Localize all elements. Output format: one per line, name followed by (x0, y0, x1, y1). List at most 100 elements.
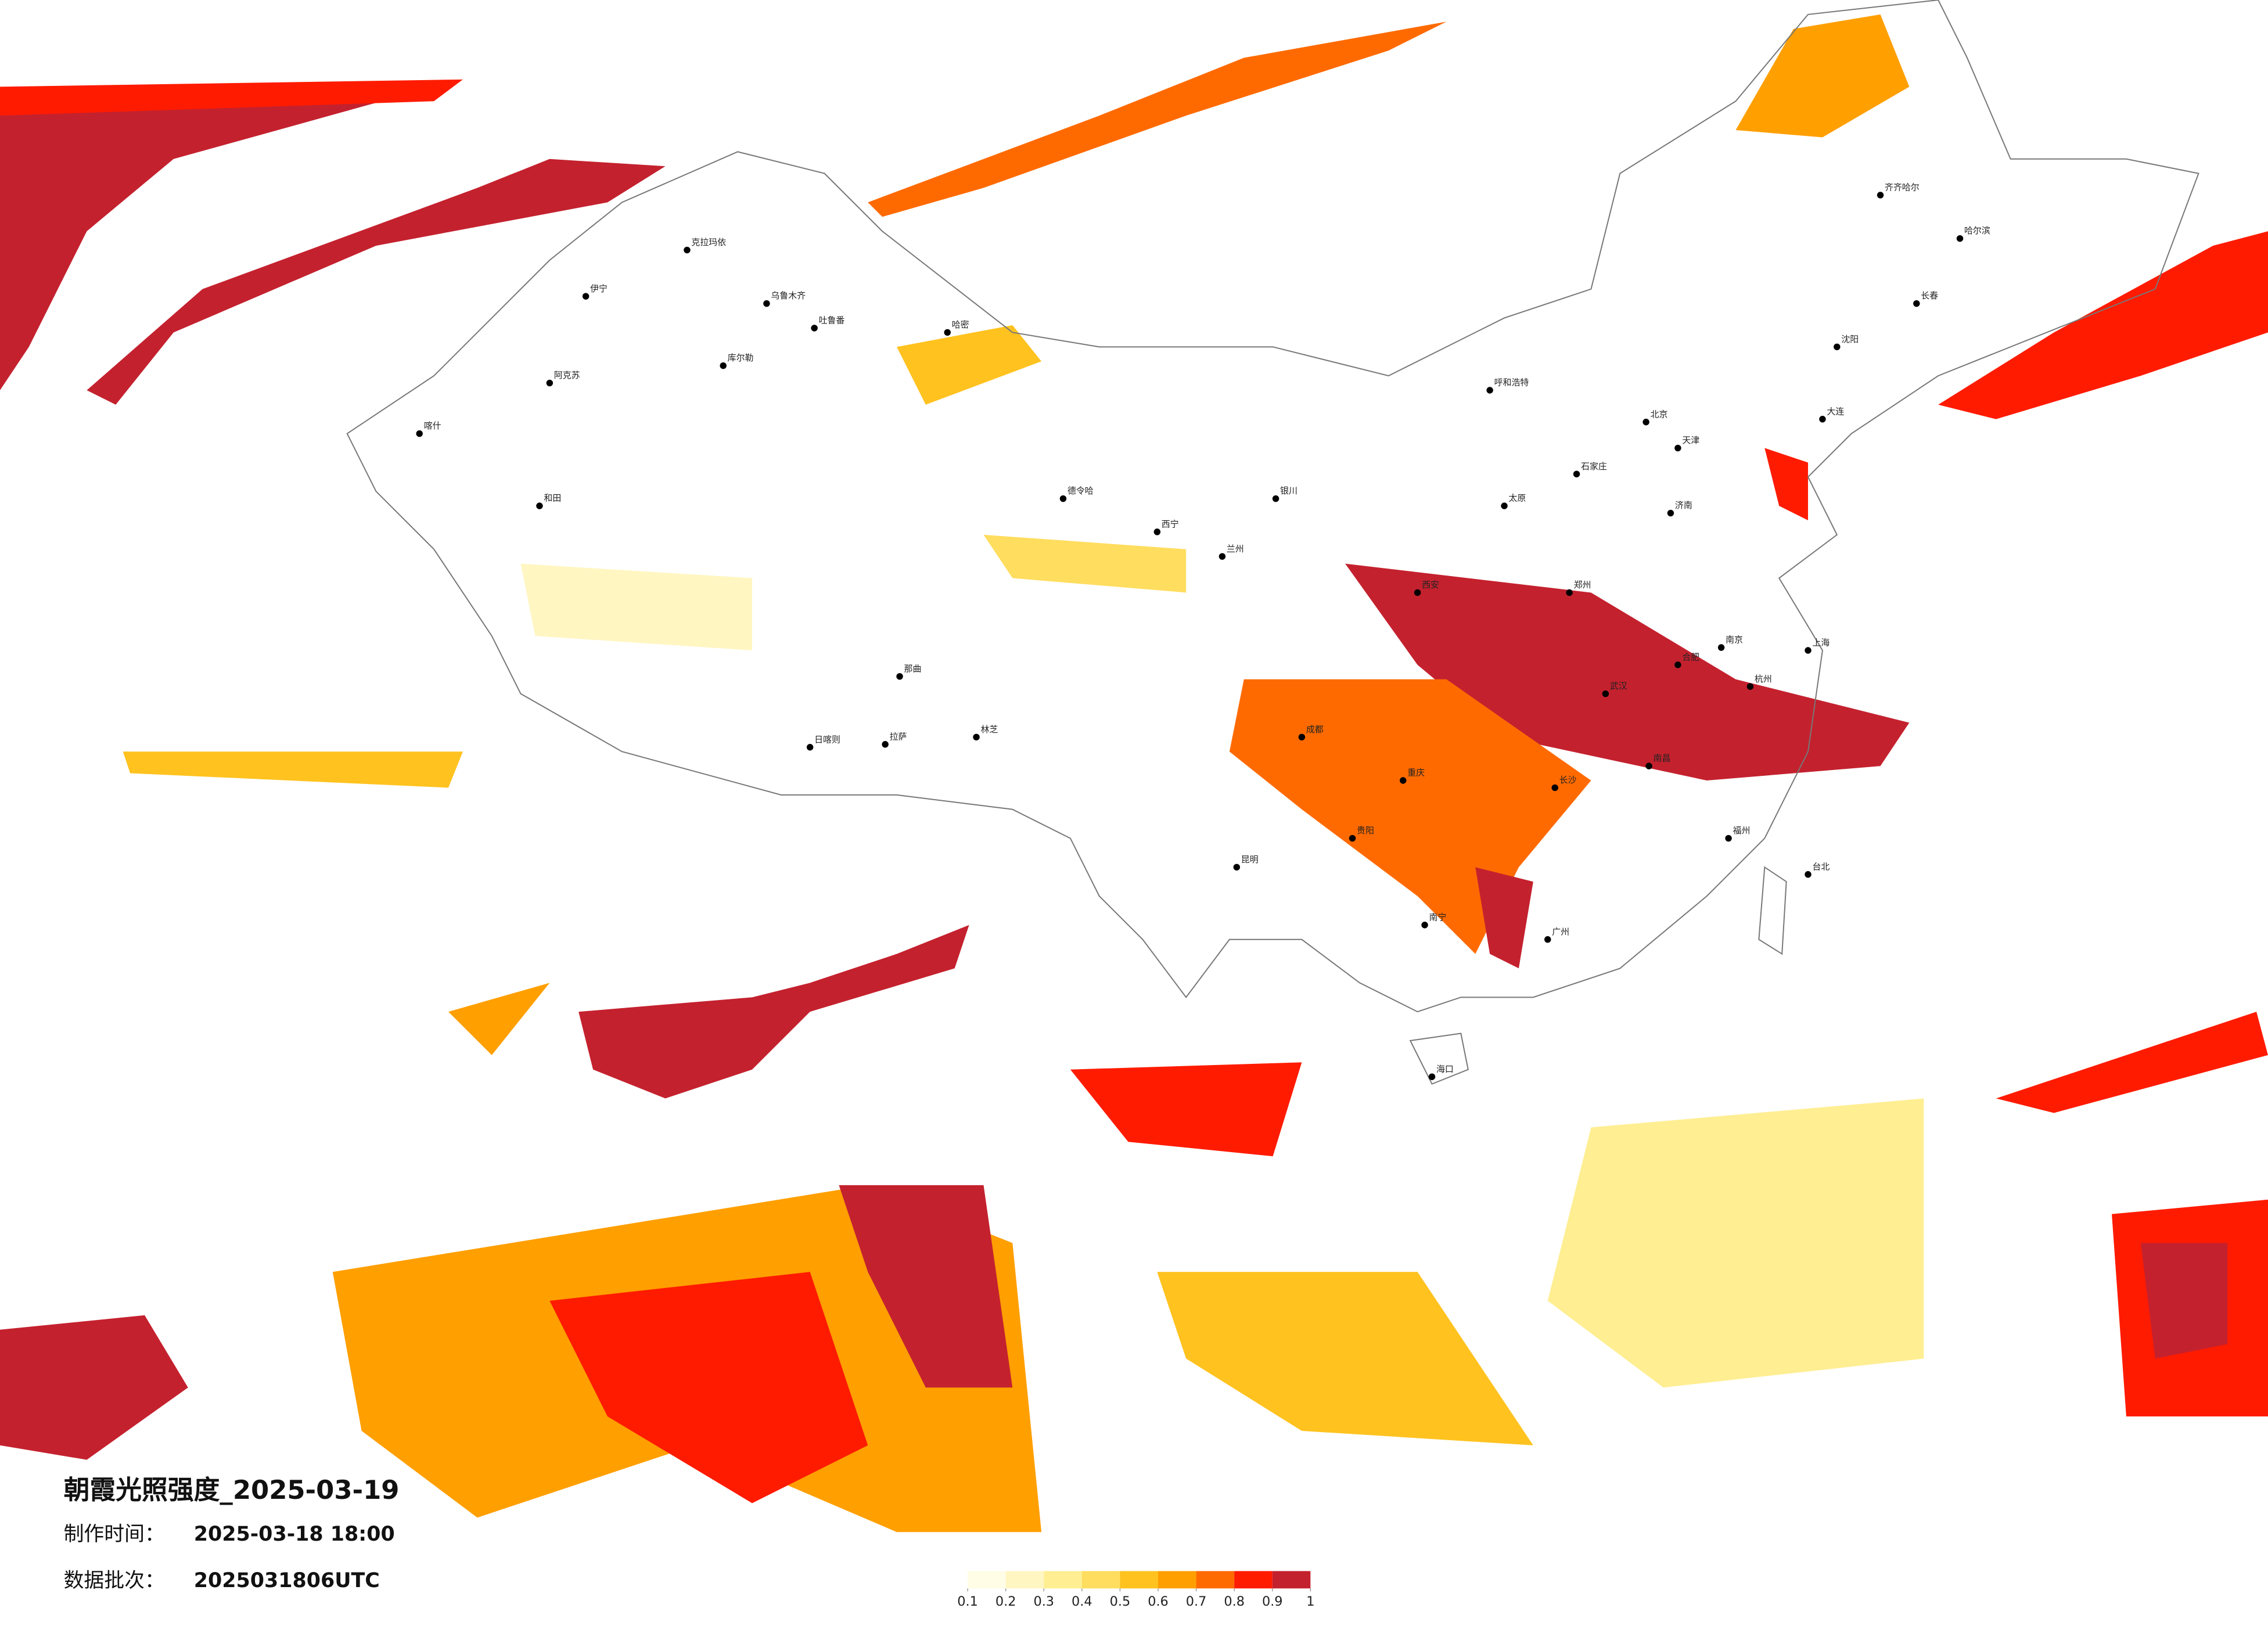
legend-tick-label: 0.2 (995, 1594, 1016, 1609)
city-label: 武汉 (1610, 681, 1627, 691)
legend: 0.1 0.2 0.3 0.4 0.5 0.6 0.7 0.8 0.9 1 (957, 1571, 1314, 1609)
city-dot (1746, 683, 1754, 690)
city-dot (1834, 343, 1841, 351)
city-dot (1956, 235, 1964, 242)
city-dot (1667, 509, 1674, 517)
city-dot (1501, 502, 1508, 509)
field-patch (1475, 867, 1533, 969)
city-label: 南京 (1726, 635, 1743, 645)
city-dot (896, 673, 903, 680)
field-patch (0, 1315, 188, 1460)
field-patch (0, 79, 463, 116)
city-label: 西宁 (1162, 519, 1179, 529)
city-label: 北京 (1651, 409, 1668, 419)
city-label: 克拉玛依 (691, 237, 726, 247)
city-dot (763, 300, 770, 307)
city-dot (882, 741, 889, 748)
city-dot (1349, 834, 1356, 842)
city-dot (1428, 1073, 1436, 1080)
legend-swatch (1234, 1571, 1273, 1589)
field-patch (1157, 1272, 1533, 1445)
city-label: 天津 (1682, 435, 1699, 445)
city-label: 呼和浩特 (1494, 377, 1529, 388)
city-label: 贵阳 (1357, 825, 1374, 836)
city-label: 库尔勒 (728, 352, 754, 363)
city-label: 伊宁 (590, 283, 608, 294)
legend-tick-label: 0.9 (1262, 1594, 1283, 1609)
field-patch (448, 983, 550, 1055)
city-label: 成都 (1306, 724, 1324, 735)
legend-tick-label: 0.8 (1224, 1594, 1245, 1609)
legend-swatch (1081, 1571, 1120, 1589)
city-dot (1298, 733, 1306, 741)
city-dot (1642, 419, 1649, 426)
city-dot (1717, 644, 1725, 651)
city-dot (416, 430, 423, 437)
city-label: 福州 (1733, 825, 1751, 836)
city-label: 石家庄 (1581, 461, 1607, 472)
field-patch (1547, 1098, 1924, 1388)
legend-tick-label: 0.1 (957, 1594, 978, 1609)
field-patch (0, 87, 434, 391)
field-patch (2140, 1243, 2228, 1359)
legend-swatch (1120, 1571, 1159, 1589)
city-label: 济南 (1675, 500, 1692, 510)
city-dot (1414, 589, 1421, 596)
city-dot (582, 293, 590, 300)
city-dot (1877, 192, 1884, 199)
city-label: 拉萨 (890, 731, 907, 742)
city-label: 昆明 (1241, 854, 1259, 865)
city-dot (684, 246, 691, 254)
city-dot (944, 329, 951, 336)
field-patch (868, 21, 1447, 217)
city-label: 长沙 (1559, 775, 1577, 785)
legend-tick-label: 1 (1306, 1594, 1314, 1609)
city-label: 乌鲁木齐 (771, 290, 806, 301)
field-patch (549, 1272, 868, 1503)
field-patch (1764, 448, 1809, 520)
data-batch: 2025031806UTC (194, 1569, 380, 1592)
city-dot (1272, 495, 1279, 502)
field-patch (1938, 231, 2268, 419)
city-dot (1551, 784, 1558, 792)
legend-swatch (968, 1571, 1006, 1589)
city-dot (1805, 647, 1811, 654)
city-label: 兰州 (1227, 544, 1244, 554)
legend-swatch (1196, 1571, 1235, 1589)
legend-swatch (1044, 1571, 1082, 1589)
city-label: 海口 (1436, 1064, 1454, 1074)
field-patch (897, 325, 1042, 405)
city-label: 广州 (1552, 926, 1569, 937)
city-label: 哈尔滨 (1964, 225, 1990, 236)
field-patch (123, 751, 463, 788)
production-time-label: 制作时间： (64, 1523, 165, 1546)
city-label: 沈阳 (1841, 334, 1859, 344)
legend-swatch (1005, 1571, 1044, 1589)
city-label: 合肥 (1682, 652, 1699, 662)
city-dot (1573, 470, 1580, 478)
city-dot (811, 325, 818, 332)
city-label: 杭州 (1755, 674, 1772, 684)
city-dot (1399, 777, 1407, 784)
legend-tick-label: 0.6 (1148, 1594, 1169, 1609)
city-label: 和田 (544, 493, 561, 503)
field-patch (1070, 1062, 1302, 1157)
city-label: 喀什 (424, 420, 441, 431)
city-label: 银川 (1280, 485, 1297, 496)
city-dot (1059, 495, 1067, 502)
field-patch (839, 1185, 1013, 1388)
city-dot (1913, 300, 1920, 307)
legend-swatch (1272, 1571, 1311, 1589)
city-label: 日喀则 (814, 734, 840, 744)
city-label: 阿克苏 (554, 370, 580, 380)
city-dot (1725, 834, 1732, 842)
field-patch (578, 924, 969, 1099)
field-patch (520, 563, 753, 650)
data-batch-label: 数据批次： (64, 1569, 165, 1592)
city-label: 西安 (1422, 580, 1439, 590)
city-label: 吐鲁番 (819, 315, 845, 326)
city-dot (1566, 589, 1573, 596)
city-label: 南宁 (1429, 912, 1447, 922)
